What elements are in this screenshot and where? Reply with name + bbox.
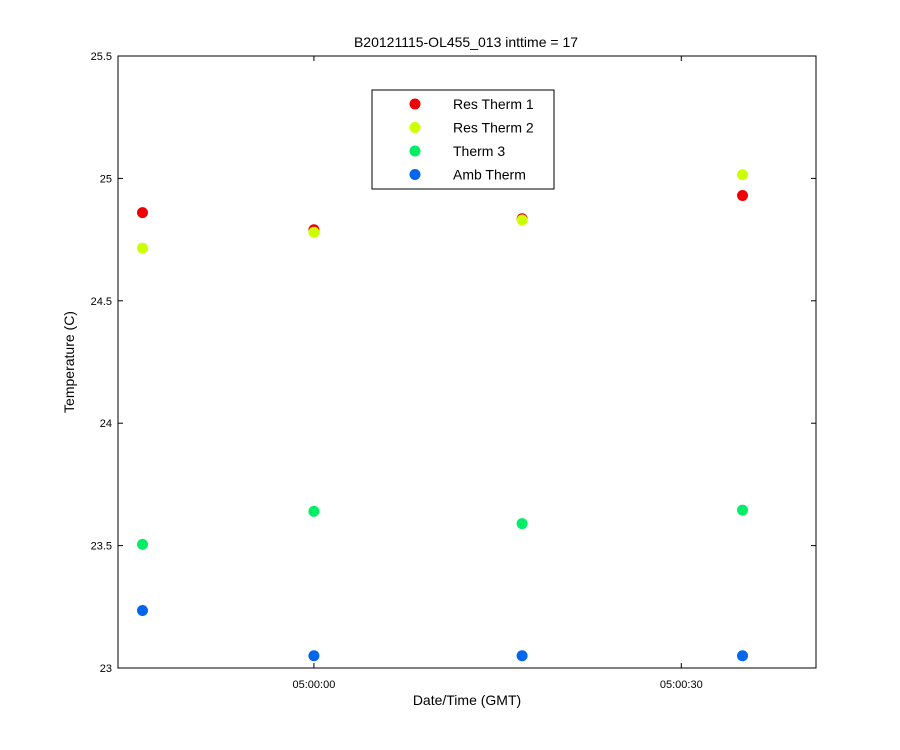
- data-point: [516, 214, 528, 226]
- chart-title: B20121115-OL455_013 inttime = 17: [354, 34, 578, 50]
- y-tick-label: 25: [100, 173, 112, 185]
- x-tick-label: 05:00:30: [660, 679, 703, 691]
- y-axis: 23 23.5 24 24.5 25 25.5: [91, 51, 816, 675]
- data-point: [516, 518, 528, 530]
- y-tick-label: 24: [100, 418, 112, 430]
- legend-marker: [409, 169, 421, 180]
- y-tick-label: 23: [100, 663, 112, 675]
- x-axis: 05:00:00 05:00:30: [293, 56, 703, 691]
- data-point: [308, 226, 320, 238]
- data-point: [136, 538, 148, 550]
- x-axis-label: Date/Time (GMT): [413, 692, 521, 708]
- data-point: [308, 505, 320, 517]
- data-point: [737, 190, 749, 202]
- legend-label: Therm 3: [453, 143, 505, 159]
- data-point: [136, 242, 148, 254]
- x-tick-label: 05:00:00: [293, 679, 336, 691]
- data-points: [136, 169, 749, 662]
- legend: Res Therm 1 Res Therm 2 Therm 3 Amb Therm: [371, 89, 555, 190]
- data-point: [136, 604, 148, 616]
- data-point: [737, 650, 749, 662]
- y-axis-label: Temperature (C): [61, 311, 77, 413]
- data-point: [308, 650, 320, 662]
- legend-label: Amb Therm: [453, 167, 526, 183]
- legend-label: Res Therm 2: [453, 120, 534, 136]
- legend-marker: [409, 122, 421, 133]
- legend-label: Res Therm 1: [453, 96, 534, 112]
- legend-marker: [409, 98, 421, 110]
- data-point: [737, 169, 749, 181]
- data-point: [737, 504, 749, 516]
- data-point: [136, 207, 148, 219]
- y-tick-label: 24.5: [91, 296, 112, 308]
- data-point: [516, 650, 528, 662]
- y-tick-label: 25.5: [91, 51, 112, 63]
- y-tick-label: 23.5: [91, 541, 112, 553]
- series-1: [136, 169, 749, 254]
- legend-marker: [409, 145, 421, 157]
- series-2: [136, 504, 749, 550]
- legend-box: [371, 89, 555, 190]
- series-3: [136, 604, 749, 662]
